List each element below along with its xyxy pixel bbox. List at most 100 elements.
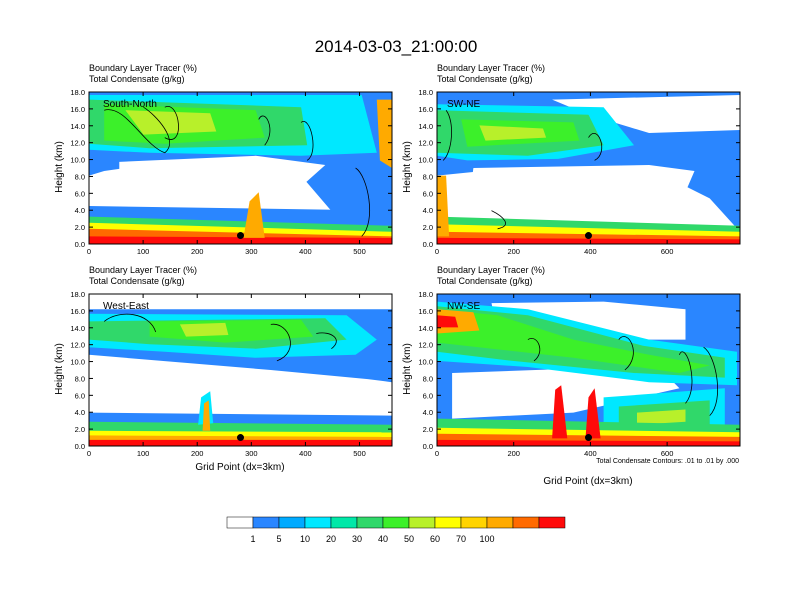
contour-line [527, 337, 541, 362]
condensate-region [437, 315, 459, 328]
axes: 0.0 2.0 4.0 6.0 8.0 10.0 12.0 14.0 16.0 18.0 0 100 2… [70, 88, 393, 256]
figure-title: 2014-03-03_21:00:00 [315, 37, 478, 56]
panel-header-line1: Boundary Layer Tracer (%) [89, 265, 197, 275]
y-tick-label: 6.0 [423, 189, 433, 198]
x-tick-label: 200 [191, 449, 204, 458]
colorbar-swatch [252, 516, 280, 529]
y-tick-label: 16.0 [70, 105, 85, 114]
y-tick-label: 16.0 [70, 307, 85, 316]
panel-header-line2: Total Condensate (g/kg) [89, 74, 185, 84]
condensate-region [437, 309, 710, 373]
plot-area [437, 294, 740, 446]
x-axis-label: Grid Point (dx=3km) [195, 462, 284, 473]
colorbar-swatch [330, 516, 358, 529]
y-tick-label: 6.0 [75, 391, 85, 400]
y-axis-label: Height (km) [402, 141, 413, 193]
y-tick-label: 4.0 [75, 206, 85, 215]
x-tick-label: 300 [245, 449, 258, 458]
contour-line [442, 109, 452, 161]
colorbar-label: 40 [378, 534, 388, 544]
colorbar-label: 30 [352, 534, 362, 544]
y-tick-label: 16.0 [418, 307, 433, 316]
condensate-region [585, 388, 601, 439]
x-tick-label: 300 [245, 247, 258, 256]
contour-line [164, 106, 179, 140]
colorbar-swatch [356, 516, 384, 529]
y-tick-label: 8.0 [423, 374, 433, 383]
y-tick-label: 10.0 [418, 358, 433, 367]
x-tick-label: 400 [299, 247, 312, 256]
y-tick-label: 10.0 [70, 358, 85, 367]
y-tick-label: 0.0 [423, 240, 433, 249]
y-tick-label: 14.0 [418, 122, 433, 131]
panel-label: South-North [103, 99, 157, 110]
x-tick-label: 400 [584, 247, 597, 256]
condensate-region [452, 367, 680, 419]
contour-line [618, 336, 634, 371]
x-tick-label: 200 [507, 247, 520, 256]
location-marker [237, 232, 244, 240]
panel-sw-ne: Boundary Layer Tracer (%) Total Condensa… [402, 63, 741, 256]
contour-line [104, 106, 171, 154]
condensate-region [552, 385, 568, 439]
condensate-region [437, 309, 480, 334]
contour-line [703, 346, 718, 416]
colorbar-swatch [382, 516, 410, 529]
panel-label: NW-SE [447, 301, 480, 312]
panel-header-line1: Boundary Layer Tracer (%) [89, 63, 197, 73]
x-tick-label: 0 [87, 247, 91, 256]
colorbar-label: 1 [250, 534, 255, 544]
y-tick-label: 4.0 [423, 206, 433, 215]
condensate-region [376, 99, 392, 168]
axes: 0.0 2.0 4.0 6.0 8.0 10.0 12.0 14.0 16.0 18.0 0 100 2… [70, 290, 393, 458]
panel-header-line1: Boundary Layer Tracer (%) [437, 63, 545, 73]
plot-area [89, 294, 392, 446]
condensate-region [437, 237, 740, 244]
condensate-region [89, 236, 392, 244]
panel-header-line2: Total Condensate (g/kg) [437, 276, 533, 286]
y-tick-label: 6.0 [423, 391, 433, 400]
y-axis-label: Height (km) [54, 343, 65, 395]
y-tick-label: 2.0 [75, 425, 85, 434]
location-marker [237, 434, 244, 442]
contour-line [491, 210, 506, 230]
y-tick-label: 10.0 [70, 156, 85, 165]
colorbar-label: 60 [430, 534, 440, 544]
condensate-region [89, 439, 392, 446]
y-tick-label: 18.0 [418, 88, 433, 97]
colorbar-label: 10 [300, 534, 310, 544]
y-tick-label: 18.0 [70, 290, 85, 299]
y-tick-label: 12.0 [70, 341, 85, 350]
x-tick-label: 400 [299, 449, 312, 458]
panel-south-north: Boundary Layer Tracer (%) Total Condensa… [54, 63, 393, 256]
y-tick-label: 0.0 [75, 442, 85, 451]
colorbar-swatch [304, 516, 332, 529]
contour-line [679, 351, 693, 404]
colorbar-label: 70 [456, 534, 466, 544]
colorbar-swatch [408, 516, 436, 529]
y-tick-label: 14.0 [70, 324, 85, 333]
y-tick-label: 8.0 [75, 172, 85, 181]
x-tick-label: 0 [435, 449, 439, 458]
axes: 0.0 2.0 4.0 6.0 8.0 10.0 12.0 14.0 16.0 18.0 0 200 4… [418, 88, 741, 256]
y-tick-label: 12.0 [418, 341, 433, 350]
colorbar: 1 5 10 20 30 40 50 60 70 100 [226, 516, 566, 544]
y-tick-label: 4.0 [75, 408, 85, 417]
plot-frame [88, 91, 393, 245]
panel-label: West-East [103, 301, 149, 312]
condensate-region [437, 439, 740, 446]
panel-header-line2: Total Condensate (g/kg) [89, 276, 185, 286]
condensate-region [552, 95, 740, 133]
y-tick-label: 18.0 [418, 290, 433, 299]
colorbar-swatch [486, 516, 514, 529]
x-tick-label: 100 [137, 247, 150, 256]
condensate-region [202, 400, 211, 431]
panel-header-line2: Total Condensate (g/kg) [437, 74, 533, 84]
y-tick-label: 8.0 [75, 374, 85, 383]
colorbar-swatch [512, 516, 540, 529]
x-tick-label: 200 [191, 247, 204, 256]
y-tick-label: 12.0 [70, 139, 85, 148]
x-tick-label: 400 [584, 449, 597, 458]
x-axis-label: Grid Point (dx=3km) [543, 476, 632, 487]
contour-line [316, 332, 337, 350]
